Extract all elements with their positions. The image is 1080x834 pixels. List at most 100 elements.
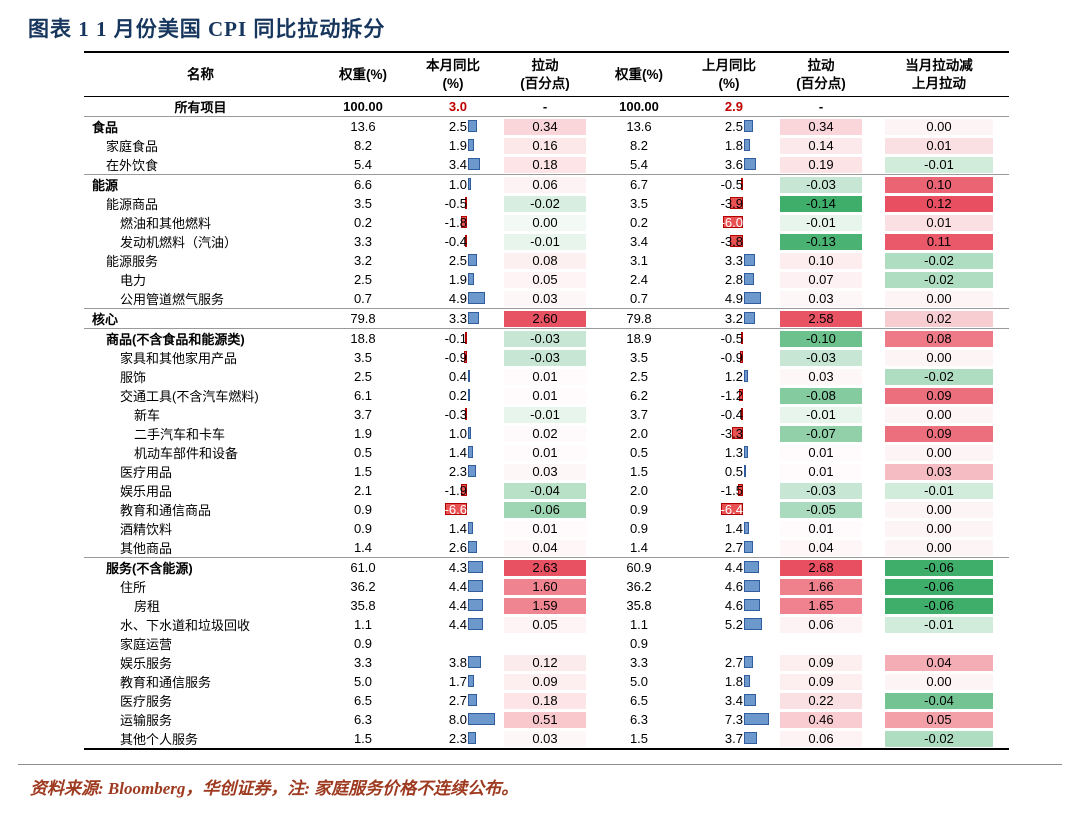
pull-diff-value: 0.00 — [885, 118, 993, 135]
pull-diff-value: -0.02 — [885, 252, 993, 269]
yoy-current-databar — [460, 484, 467, 497]
yoy-current-cell: 3.3 — [411, 309, 495, 328]
yoy-prev-cell: 4.6 — [687, 577, 771, 596]
pull-prev: -0.03 — [773, 481, 869, 500]
yoy-current-cell: -0.3 — [411, 405, 495, 424]
table-row: 教育和通信商品 0.9 -6.6 -0.06 0.9 -6.4 -0.05 0.00 — [84, 500, 1009, 519]
yoy-current — [409, 634, 497, 653]
weight-prev: 3.5 — [629, 196, 649, 212]
pull-diff-value: 0.09 — [885, 425, 993, 442]
pull-diff-value: -0.06 — [885, 578, 993, 595]
weight-current: 61.0 — [317, 557, 409, 578]
yoy-prev: 2.7 — [685, 538, 773, 558]
yoy-current-databar — [468, 656, 481, 669]
yoy-current-value: 3.8 — [448, 655, 467, 671]
table-row: 家具和其他家用产品 3.5 -0.9 -0.03 3.5 -0.9 -0.03 0.00 — [84, 348, 1009, 367]
yoy-prev-cell: -0.4 — [687, 405, 771, 424]
yoy-current-value: 1.4 — [448, 445, 467, 461]
yoy-current-value: 1.9 — [448, 272, 467, 288]
pull-current: 0.01 — [497, 443, 593, 462]
row-name-label: 其他个人服务 — [120, 732, 199, 748]
yoy-prev-databar — [744, 522, 749, 535]
yoy-prev: -0.9 — [685, 348, 773, 367]
pull-prev: 0.01 — [773, 462, 869, 481]
weight-prev: 5.4 — [629, 157, 649, 173]
yoy-prev — [685, 634, 773, 653]
pull-diff: -0.04 — [869, 691, 1009, 710]
col-header-weight-prev: 权重(%) — [593, 52, 685, 98]
yoy-prev-value: -3.9 — [720, 196, 743, 212]
row-name: 家庭食品 — [84, 136, 317, 155]
row-name-label: 房租 — [134, 599, 161, 615]
yoy-prev-cell: 5.2 — [687, 615, 771, 634]
yoy-current-value: -1.8 — [444, 215, 467, 231]
yoy-prev-databar — [744, 580, 760, 593]
weight-current: 3.7 — [353, 407, 373, 423]
pull-current: 0.12 — [497, 653, 593, 672]
yoy-prev-databar — [721, 503, 743, 516]
yoy-current-cell: 8.0 — [411, 710, 496, 729]
pull-prev-value: -0.01 — [780, 214, 862, 231]
yoy-prev: -3.9 — [685, 194, 773, 213]
yoy-prev-databar — [744, 732, 757, 745]
weight-current: 6.3 — [353, 712, 373, 728]
weight-prev: 79.8 — [593, 308, 685, 329]
pull-diff: 0.00 — [869, 116, 1009, 137]
yoy-current-cell: 2.3 — [411, 462, 495, 481]
yoy-prev-cell: 1.8 — [687, 136, 771, 155]
yoy-prev: -3.3 — [685, 424, 773, 443]
pull-prev: 0.19 — [773, 155, 869, 175]
pull-prev-value: 0.07 — [780, 271, 862, 288]
row-name-label: 商品(不含食品和能源类) — [106, 332, 245, 348]
pull-prev: 0.04 — [773, 538, 869, 558]
yoy-prev-value: 1.8 — [724, 138, 743, 154]
yoy-prev-databar — [744, 675, 751, 688]
table-header: 名称 权重(%) 本月同比 (%) 拉动 (百分点) 权重(%) 上月同比 (%) 拉… — [84, 52, 1009, 98]
pull-diff: 0.10 — [869, 174, 1009, 195]
yoy-current-cell: -6.6 — [411, 500, 495, 519]
row-name-label: 机动车部件和设备 — [134, 446, 239, 462]
yoy-prev-databar — [739, 351, 743, 364]
yoy-prev-cell: 2.5 — [687, 117, 771, 136]
row-name: 运输服务 — [84, 710, 317, 729]
pull-prev: - — [818, 99, 824, 115]
yoy-current-value: 0.4 — [448, 369, 467, 385]
yoy-prev: 2.8 — [685, 270, 773, 289]
yoy-current-cell: 1.9 — [411, 136, 495, 155]
col-header-pull-diff-line2: 上月拉动 — [912, 75, 966, 91]
row-name: 医疗用品 — [84, 462, 317, 481]
pull-diff-value: -0.06 — [885, 597, 993, 614]
yoy-prev: -0.4 — [685, 405, 773, 424]
pull-prev-value: 0.34 — [780, 118, 862, 135]
yoy-prev-value: 3.4 — [724, 693, 743, 709]
table-row: 交通工具(不含汽车燃料) 6.1 0.2 0.01 6.2 -1.2 -0.08 0.09 — [84, 386, 1009, 405]
yoy-prev: 3.6 — [685, 155, 773, 175]
weight-current: 6.5 — [353, 693, 373, 709]
pull-prev: 0.03 — [773, 289, 869, 309]
row-name: 电力 — [84, 270, 317, 289]
pull-current: 0.16 — [497, 136, 593, 155]
yoy-prev-cell: -3.3 — [687, 424, 771, 443]
yoy-current-value: -0.4 — [444, 234, 467, 250]
weight-prev: 0.7 — [629, 291, 649, 307]
yoy-prev-value: -0.5 — [720, 331, 743, 347]
row-name-label: 能源商品 — [106, 197, 159, 213]
pull-prev-value: -0.08 — [780, 387, 862, 404]
table-row: 商品(不含食品和能源类) 18.8 -0.1 -0.03 18.9 -0.5 -0.10 0.… — [84, 328, 1009, 349]
yoy-current-value: 2.7 — [448, 693, 467, 709]
pull-current: 0.18 — [497, 691, 593, 710]
pull-current: 0.03 — [497, 289, 593, 309]
pull-diff-value: 0.03 — [885, 463, 993, 480]
yoy-prev-cell: 4.9 — [687, 289, 771, 308]
pull-diff: 0.09 — [869, 386, 1009, 405]
yoy-prev-cell: -0.9 — [687, 348, 771, 367]
pull-diff-value: 0.10 — [885, 176, 993, 193]
weight-prev: 60.9 — [593, 557, 685, 578]
yoy-prev-databar — [744, 254, 756, 267]
yoy-current: 3.8 — [409, 653, 497, 672]
yoy-prev-cell: 1.2 — [687, 367, 771, 386]
yoy-prev-value: 2.8 — [724, 272, 743, 288]
col-header-yoy-prev-line2: (%) — [718, 75, 740, 91]
yoy-current: -0.9 — [409, 348, 497, 367]
yoy-prev-databar — [744, 292, 761, 305]
